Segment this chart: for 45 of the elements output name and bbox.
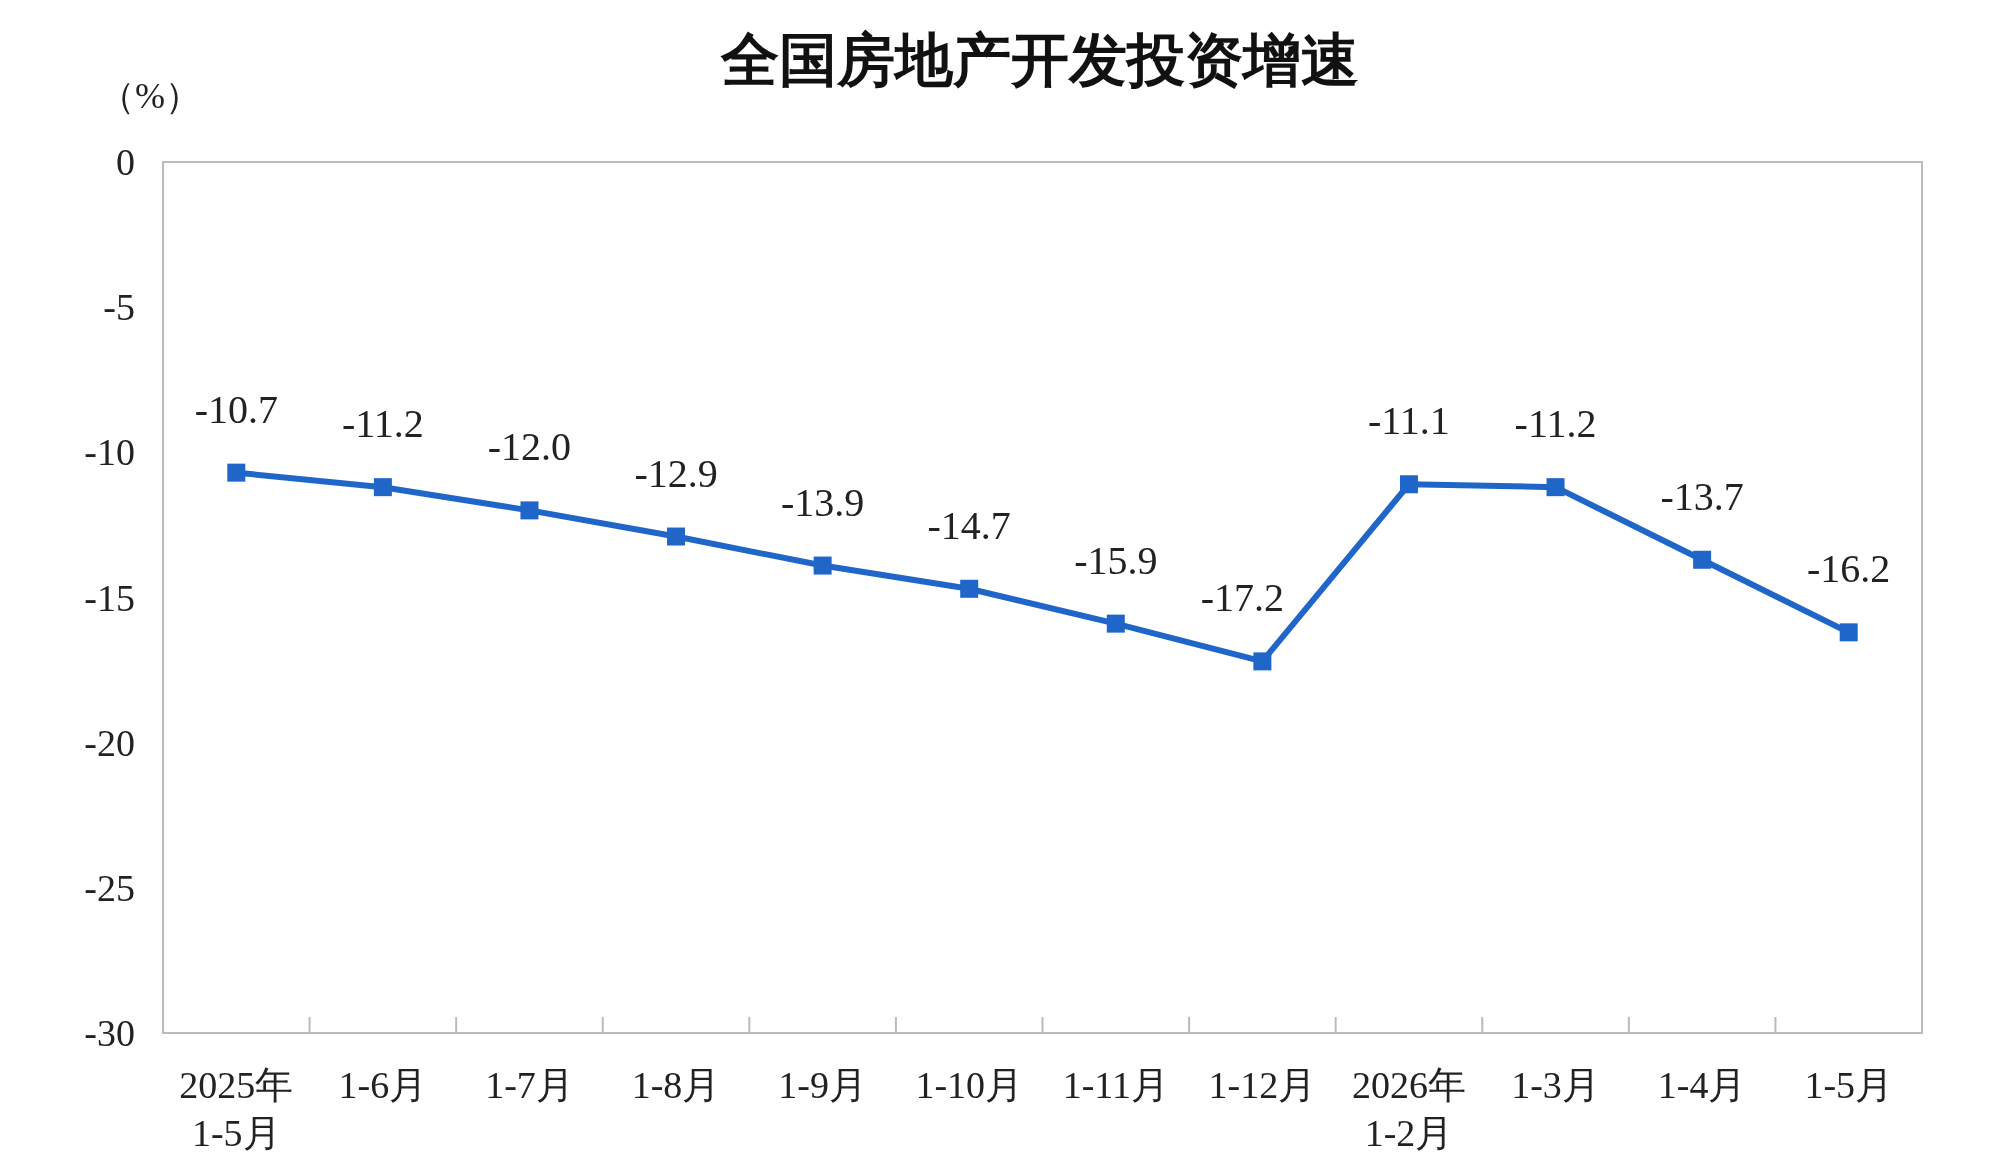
- y-tick-label: -10: [84, 431, 135, 474]
- x-tick-label: 1-8月: [631, 1064, 721, 1106]
- y-tick-label: -5: [103, 286, 135, 329]
- data-label: -15.9: [1074, 537, 1158, 583]
- point: [1253, 652, 1272, 671]
- point: [1693, 550, 1712, 569]
- data-label: -11.1: [1368, 398, 1450, 444]
- y-tick-label: -25: [84, 866, 135, 909]
- x-tick-label: 1-7月: [485, 1064, 574, 1106]
- point: [960, 579, 979, 598]
- data-label: -12.9: [634, 450, 718, 496]
- point: [227, 463, 246, 482]
- data-label: -13.9: [780, 479, 865, 525]
- y-tick-label: -20: [84, 721, 135, 764]
- data-label: -14.7: [927, 502, 1011, 548]
- point: [520, 501, 539, 520]
- y-tick-label: -15: [84, 576, 135, 619]
- point: [1106, 614, 1125, 633]
- x-tick-label: 1-10月: [915, 1064, 1024, 1106]
- point: [813, 556, 832, 575]
- x-tick-label: 1-11月: [1062, 1064, 1169, 1106]
- data-label: -11.2: [341, 401, 424, 447]
- x-tick-label: 2026年 1-2月: [1351, 1064, 1466, 1154]
- chart-title: 全国房地产开发投资增速: [720, 26, 1359, 94]
- data-label: -12.0: [487, 424, 572, 470]
- y-tick-label: 0: [116, 141, 135, 183]
- point: [1546, 478, 1565, 497]
- x-tick-label: 1-3月: [1511, 1064, 1600, 1106]
- x-tick-label: 2025年 1-5月: [179, 1064, 294, 1154]
- y-axis-title: （%）: [99, 76, 201, 116]
- x-tick-label: 1-4月: [1657, 1064, 1747, 1106]
- y-tick-label: -30: [84, 1012, 135, 1054]
- point: [1839, 623, 1858, 642]
- data-label: -10.7: [194, 386, 278, 432]
- point: [667, 527, 686, 546]
- x-tick-label: 1-12月: [1208, 1064, 1317, 1106]
- data-label: -16.2: [1807, 546, 1891, 592]
- point: [1399, 475, 1418, 494]
- point: [373, 478, 392, 497]
- x-tick-label: 1-9月: [778, 1064, 867, 1106]
- data-label: -17.2: [1200, 575, 1285, 621]
- data-label: -11.2: [1514, 401, 1597, 447]
- x-tick-label: 1-5月: [1804, 1064, 1894, 1106]
- x-tick-label: 1-6月: [338, 1064, 428, 1106]
- data-label: -13.7: [1660, 473, 1744, 519]
